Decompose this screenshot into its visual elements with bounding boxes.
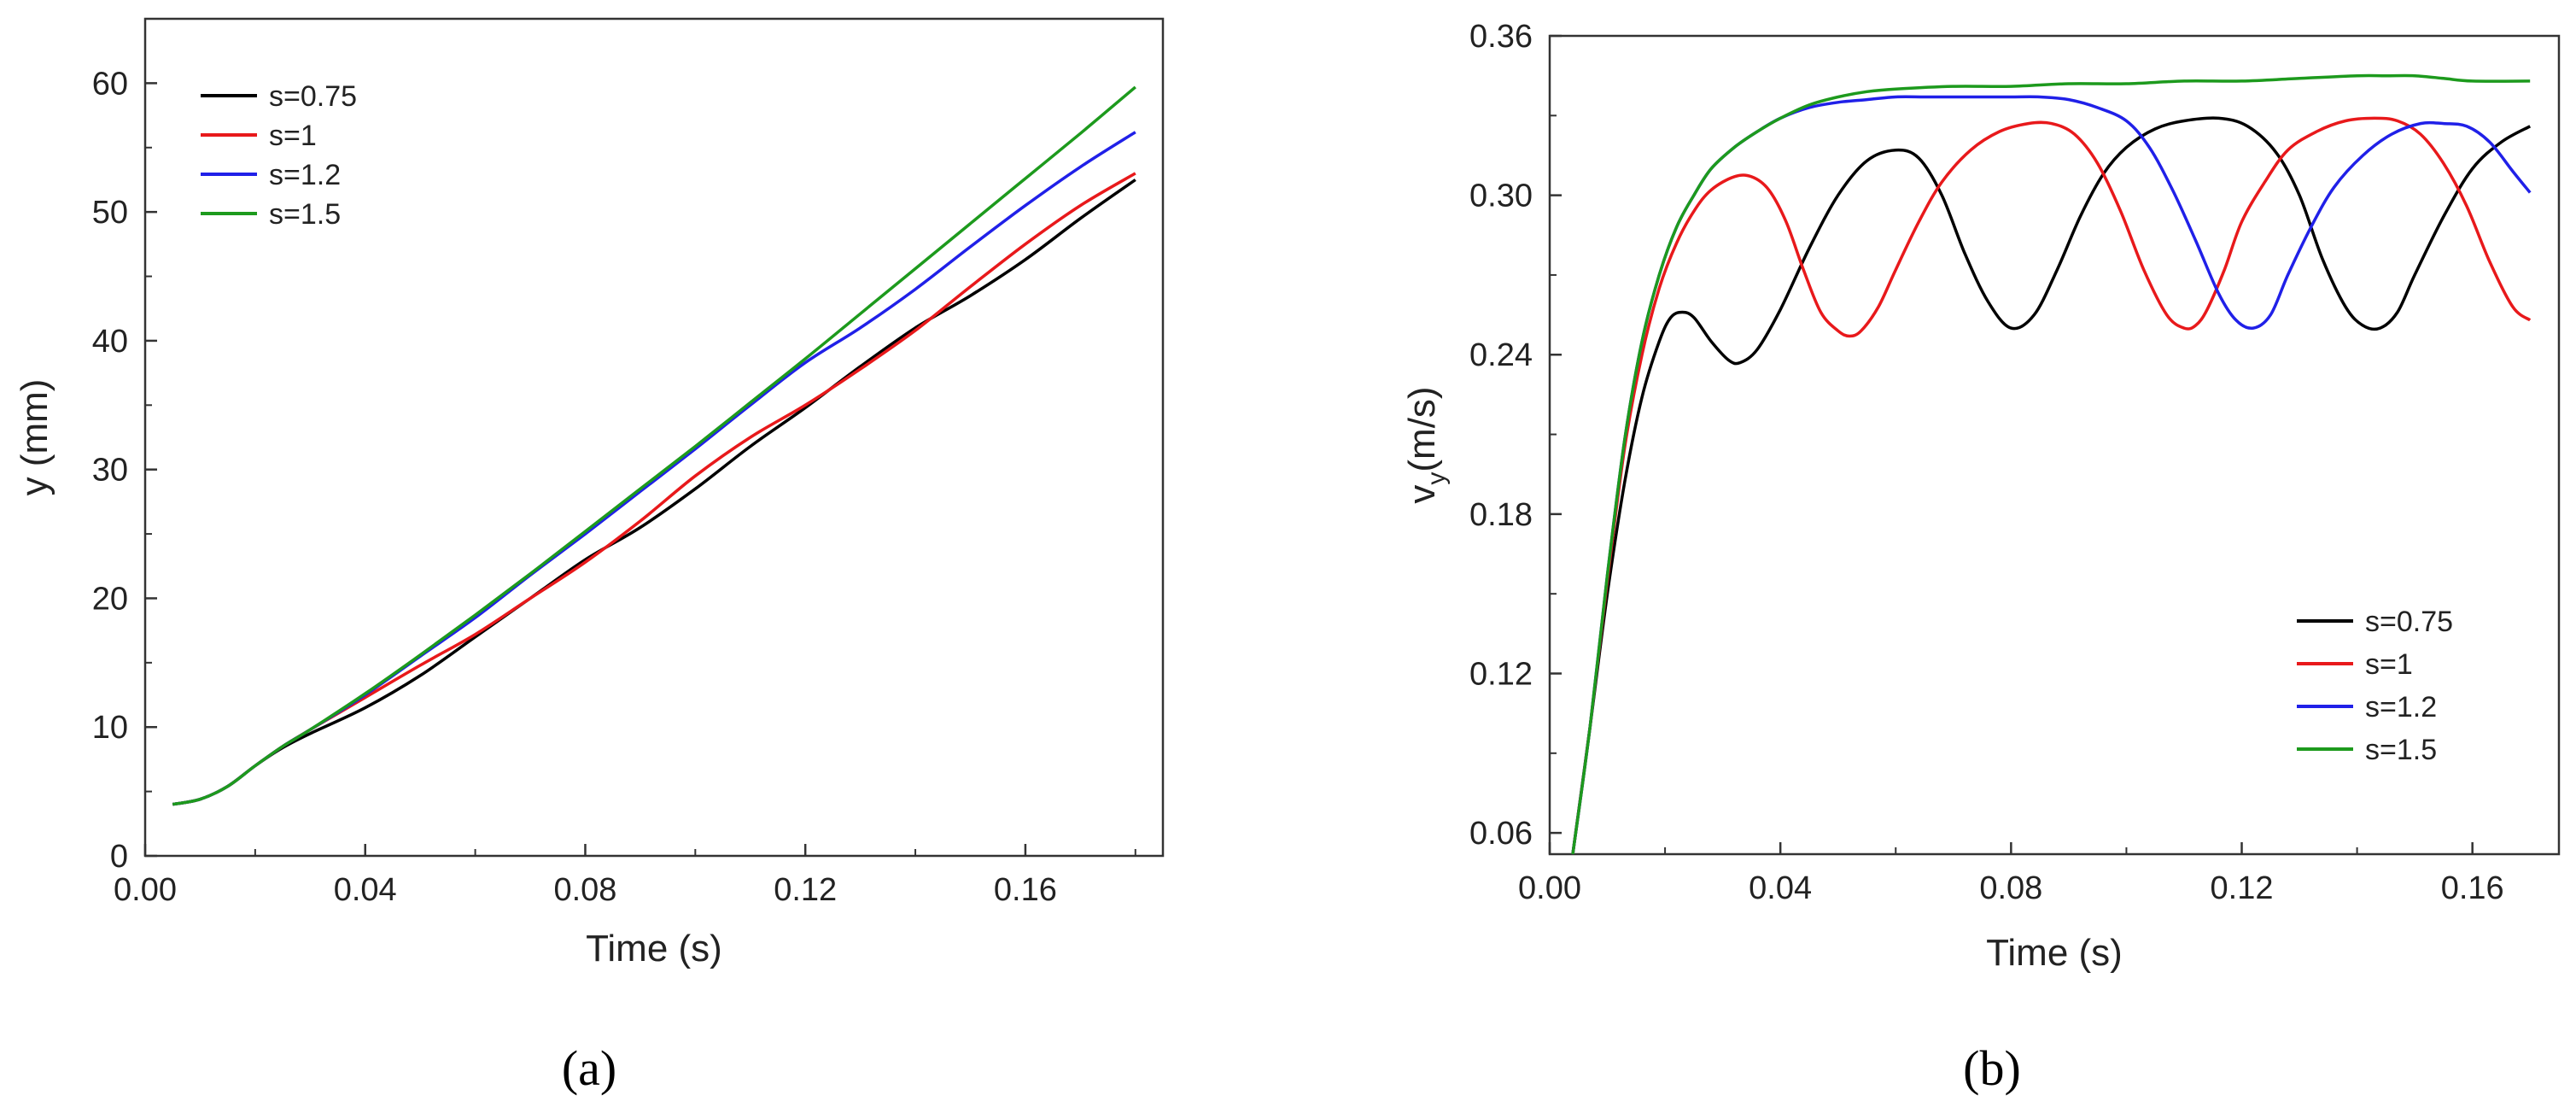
panel-b-y-tick-label: 0.36 — [1469, 19, 1533, 55]
panel-b-label: (b) — [1963, 1040, 2021, 1096]
panel-b-y-axis-title-sub: y — [1422, 472, 1451, 485]
panel-a-y-tick-label: 10 — [92, 710, 128, 746]
panel-b-x-tick-label: 0.08 — [1979, 870, 2042, 906]
panel-b-y-tick-label: 0.12 — [1469, 656, 1533, 692]
panel-b-legend-label-2: s=1.2 — [2365, 691, 2437, 723]
panel-a-label: (a) — [562, 1040, 616, 1096]
panel-b-y-axis-title: vy(m/s) — [1401, 386, 1451, 503]
panel-b-x-tick-label: 0.12 — [2211, 870, 2274, 906]
panel-b-x-tick-label: 0.00 — [1518, 870, 1581, 906]
panel-b-y-axis-title-units: (m/s) — [1401, 386, 1443, 472]
panel-b-legend-label-3: s=1.5 — [2365, 734, 2437, 766]
panel-a-y-tick-label: 30 — [92, 453, 128, 489]
panel-b-y-axis-title-main: v — [1401, 485, 1443, 504]
panel-a-y-axis-title: y (mm) — [14, 379, 55, 496]
panel-a-series-line-0 — [172, 179, 1136, 806]
panel-a-legend-label-0: s=0.75 — [269, 80, 357, 113]
panel-a-x-axis-title: Time (s) — [586, 928, 722, 969]
panel-b-plot-frame — [1548, 34, 2561, 856]
panel-b-legend-label-0: s=0.75 — [2365, 606, 2453, 638]
panel-a-legend-label-3: s=1.5 — [269, 198, 341, 231]
panel-a-legend-label-1: s=1 — [269, 120, 317, 152]
panel-b-series-line-3 — [1571, 73, 2531, 854]
panel-a-y-tick-label: 40 — [92, 324, 128, 360]
panel-a-x-tick-label: 0.04 — [334, 872, 397, 908]
panel-a-y-tick-label: 60 — [92, 66, 128, 102]
panel-b-y-tick-label: 0.06 — [1469, 816, 1533, 852]
panel-a-y-tick-label: 20 — [92, 581, 128, 617]
panel-a-y-tick-label: 50 — [92, 195, 128, 231]
panel-a-x-tick-label: 0.16 — [994, 872, 1057, 908]
panel-b-chart: 0.00 0.04 0.08 0.12 0.16 0.06 0.12 0.18 0.24 0.30… — [1401, 19, 2561, 1096]
panel-a-x-tick-label: 0.08 — [553, 872, 616, 908]
panel-a-legend: s=0.75 s=1 s=1.2 s=1.5 — [201, 80, 357, 231]
panel-b-legend-label-1: s=1 — [2365, 648, 2413, 681]
panel-a-y-tick-label: 0 — [110, 839, 128, 875]
panel-b-x-tick-label: 0.16 — [2441, 870, 2504, 906]
panel-a-x-tick-label: 0.00 — [114, 872, 177, 908]
panel-a-plot-frame — [143, 17, 1165, 858]
panel-b-x-tick-label: 0.04 — [1749, 870, 1812, 906]
panel-b-x-axis-title: Time (s) — [1986, 932, 2123, 974]
panel-a-legend-label-2: s=1.2 — [269, 159, 341, 191]
panel-b-y-tick-label: 0.30 — [1469, 179, 1533, 214]
panel-a-series-line-2 — [172, 131, 1136, 806]
panel-b-legend: s=0.75 s=1 s=1.2 s=1.5 — [2297, 606, 2453, 766]
panel-a-x-tick-label: 0.12 — [774, 872, 837, 908]
panel-b-y-tick-label: 0.18 — [1469, 497, 1533, 533]
panel-a-series-line-1 — [172, 172, 1136, 806]
panel-a-chart: 0.00 0.04 0.08 0.12 0.16 0 10 20 30 40 50 60 s=0.75… — [14, 17, 1165, 1096]
panel-b-series-line-0 — [1571, 116, 2532, 854]
panel-a-series-line-3 — [172, 85, 1136, 806]
panel-b-series-line-1 — [1571, 116, 2532, 854]
panel-b-y-tick-label: 0.24 — [1469, 337, 1533, 373]
